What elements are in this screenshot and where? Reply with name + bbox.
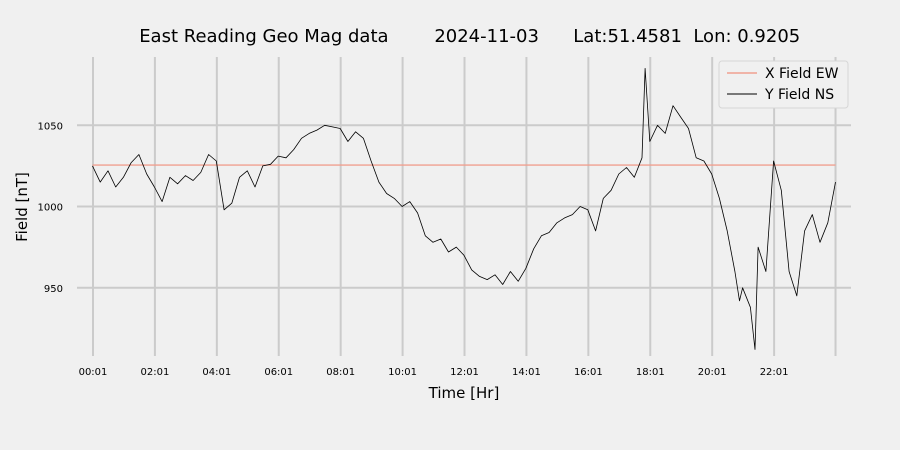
x-tick-label: 02:01: [141, 367, 170, 378]
x-tick-label: 16:01: [574, 367, 603, 378]
y-tick-label: 1050: [38, 121, 63, 132]
x-tick-label: 06:01: [264, 367, 293, 378]
x-tick-label: 08:01: [326, 367, 355, 378]
series-layer: [92, 68, 836, 350]
legend: X Field EW Y Field NS: [718, 60, 849, 109]
x-axis-label: Time [Hr]: [428, 384, 500, 402]
chart-title-label: East Reading Geo Mag data: [139, 26, 388, 47]
x-tick-label: 18:01: [636, 367, 665, 378]
chart-title: East Reading Geo Mag data 2024-11-03 Lat…: [111, 26, 818, 47]
x-tick-label: 14:01: [512, 367, 541, 378]
y-tick-label: 1000: [38, 203, 63, 214]
chart-title-location: Lat:51.4581 Lon: 0.9205: [573, 26, 800, 47]
x-tick-label: 10:01: [388, 367, 417, 378]
y-axis-label: Field [nT]: [13, 172, 31, 242]
legend-label: Y Field NS: [764, 87, 834, 103]
x-tick-label: 22:01: [760, 367, 789, 378]
chart-title-date: 2024-11-03: [434, 26, 539, 47]
x-tick-label: 20:01: [698, 367, 727, 378]
ticks: 00:01 02:01 04:01 06:01 08:01 10:01 12:01 14:01…: [38, 121, 789, 378]
chart-title-gap-2: [539, 26, 573, 47]
x-tick-label: 12:01: [450, 367, 479, 378]
legend-label: X Field EW: [765, 66, 839, 82]
x-tick-label: 04:01: [202, 367, 231, 378]
x-tick-label: 00:01: [79, 367, 108, 378]
y-tick-label: 950: [44, 284, 63, 295]
series-line-y-field-ns: [92, 68, 836, 350]
chart-title-gap: [389, 26, 435, 47]
